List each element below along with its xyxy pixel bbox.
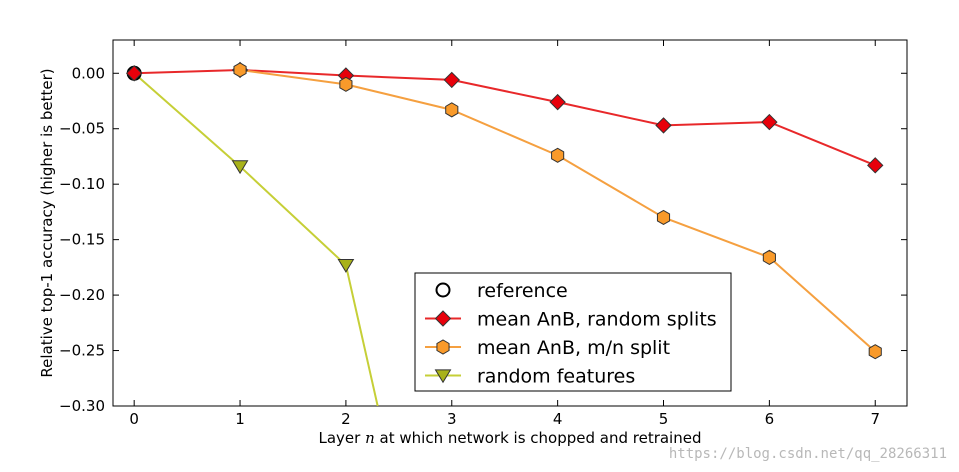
x-tick-label: 0 (129, 410, 139, 428)
x-axis: 0 1 2 3 4 5 6 7 (129, 40, 880, 428)
point-mean-anb-random-splits (761, 113, 778, 131)
point-mean-anb-random-splits (867, 157, 884, 174)
y-tick-label: −0.15 (59, 231, 105, 249)
x-tick-label: 5 (659, 410, 669, 428)
y-tick-label: −0.10 (59, 175, 105, 193)
legend-marker-mean-anb-m-n-split (436, 339, 450, 355)
series-markers (125, 61, 884, 360)
x-tick-label: 3 (447, 410, 457, 428)
y-tick-label: −0.05 (59, 120, 105, 138)
point-random-features (337, 259, 355, 273)
legend-marker-random-features (434, 369, 452, 384)
y-tick-label: −0.20 (59, 286, 105, 304)
y-tick-label: 0.00 (72, 64, 105, 82)
legend-label: mean AnB, random splits (477, 309, 717, 331)
series-line-mean-anb-random-splits (134, 68, 876, 167)
y-axis: 0.00 −0.05 −0.10 −0.15 −0.20 −0.25 −0.30 (59, 64, 907, 415)
legend: reference mean AnB, random splits mean AnB… (414, 272, 732, 392)
point-random-features (231, 160, 249, 175)
x-axis-label-var: n (365, 429, 375, 447)
point-mean-anb-m-n-split (551, 147, 565, 163)
x-tick-label: 1 (235, 410, 245, 428)
point-mean-anb-random-splits (125, 65, 143, 82)
legend-marker-mean-anb-random-splits (434, 310, 452, 327)
point-mean-anb-m-n-split (339, 76, 353, 92)
point-mean-anb-m-n-split (233, 62, 247, 78)
point-mean-anb-random-splits (655, 117, 672, 134)
legend-label: random features (477, 366, 635, 388)
x-tick-label: 7 (870, 410, 880, 428)
legend-label: mean AnB, m/n split (477, 337, 670, 359)
y-tick-label: −0.25 (59, 342, 105, 360)
point-mean-anb-random-splits (443, 71, 460, 89)
point-mean-anb-m-n-split (868, 344, 882, 360)
legend-label: reference (477, 280, 568, 302)
x-tick-label: 2 (341, 410, 351, 428)
point-mean-anb-m-n-split (445, 102, 459, 118)
watermark: https://blog.csdn.net/qq_28266311 (669, 446, 947, 462)
y-tick-label: −0.30 (59, 397, 105, 415)
point-mean-anb-m-n-split (762, 249, 776, 265)
x-tick-label: 4 (553, 410, 563, 428)
legend-marker-reference (435, 282, 451, 298)
point-mean-anb-random-splits (549, 93, 566, 111)
x-tick-label: 6 (765, 410, 775, 428)
point-mean-anb-m-n-split (656, 209, 671, 226)
x-axis-label: Layer n at which network is chopped and … (319, 429, 702, 447)
x-axis-label-post: at which network is chopped and retraine… (375, 429, 702, 447)
legend-box (414, 272, 732, 392)
x-axis-label-pre: Layer (319, 429, 366, 447)
y-axis-label: Relative top-1 accuracy (higher is bette… (38, 68, 56, 377)
series-line-random-features (133, 72, 379, 406)
